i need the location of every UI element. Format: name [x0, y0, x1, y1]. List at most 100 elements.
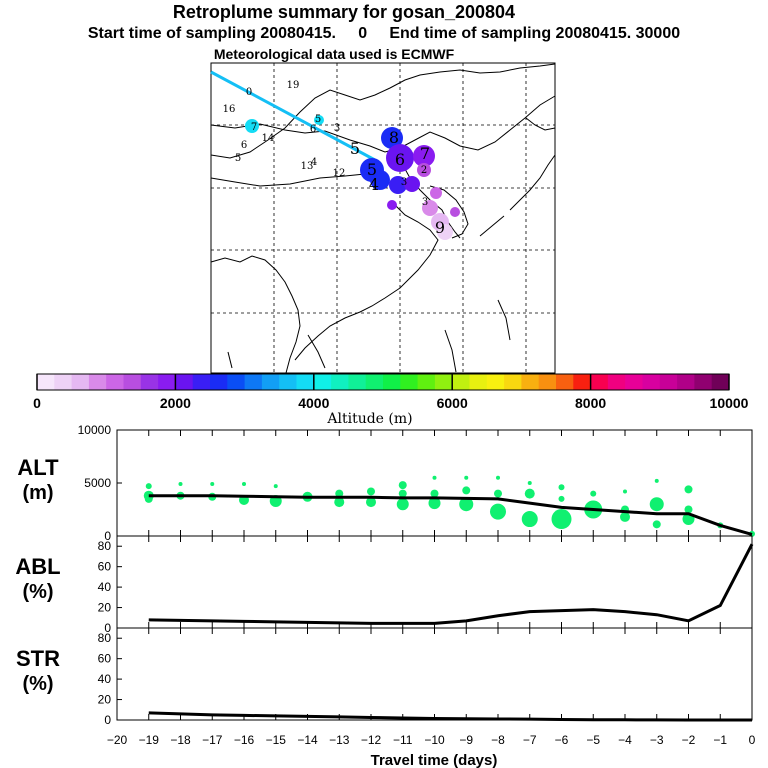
colorbar-swatch [71, 374, 90, 390]
colorbar-swatch [261, 374, 280, 390]
chart-title: Retroplume summary for gosan_200804 [172, 2, 516, 22]
plume-day-label: 7 [420, 144, 430, 163]
y-tick-label: 20 [98, 693, 112, 707]
plume-marker [413, 145, 435, 167]
colorbar-swatch [504, 374, 522, 390]
altitude-point [464, 475, 469, 480]
plume-day-label: 6 [395, 150, 405, 169]
timeseries-panels: 0500010000ALT(m)020406080ABL(%)020406080… [15, 423, 755, 747]
x-tick-label: −3 [650, 733, 664, 747]
plume-day-label: 13 [301, 161, 314, 172]
altitude-point [558, 484, 565, 491]
x-tick-label: −9 [459, 733, 473, 747]
plume-marker [370, 170, 390, 190]
x-tick-label: −19 [139, 733, 160, 747]
altitude-point [558, 495, 565, 502]
colorbar-swatch [227, 374, 246, 390]
y-axis-label: STR [16, 646, 60, 671]
altitude-point [367, 487, 375, 496]
plume-marker [381, 127, 403, 149]
x-tick-label: −7 [523, 733, 537, 747]
colorbar-swatch [313, 374, 332, 390]
altitude-point [398, 481, 407, 490]
altitude-point [590, 490, 597, 497]
plume-marker [389, 176, 407, 194]
colorbar-tick-label: 8000 [575, 395, 606, 411]
x-tick-label: −2 [682, 733, 696, 747]
plume-marker [404, 176, 420, 192]
x-tick-label: −18 [170, 733, 191, 747]
colorbar-tick-label: 4000 [298, 395, 329, 411]
altitude-point [335, 489, 344, 498]
plume-marker [417, 163, 431, 177]
plume-day-label: 9 [435, 218, 445, 237]
colorbar-tick-label: 10000 [710, 395, 749, 411]
altitude-point [145, 483, 152, 490]
altitude-point [684, 485, 693, 494]
plume-day-label: 0 [246, 87, 252, 98]
series-line-str [148, 711, 752, 722]
colorbar-swatch [642, 374, 661, 390]
colorbar-swatch [175, 374, 194, 390]
colorbar-label: Altitude (m) [326, 411, 412, 427]
plume-markers [245, 115, 460, 240]
plume-day-label: 7 [251, 122, 257, 133]
colorbar-swatch [694, 374, 713, 390]
plume-day-label: 4 [369, 175, 379, 194]
colorbar-swatch [538, 374, 557, 390]
colorbar-swatch [88, 374, 107, 390]
colorbar-swatch [210, 374, 228, 390]
colorbar-swatch [659, 374, 678, 390]
y-axis-label: ALT [17, 455, 59, 480]
y-axis-label: (%) [22, 581, 53, 603]
x-tick-label: −15 [266, 733, 287, 747]
x-tick-label: −16 [234, 733, 255, 747]
altitude-point [366, 497, 376, 508]
altitude-point [620, 511, 630, 522]
colorbar-swatch [140, 374, 159, 390]
colorbar-swatch [279, 374, 297, 390]
plume-day-label: 5 [315, 114, 321, 125]
colorbar-tick-label: 2000 [160, 395, 191, 411]
colorbar-tick-label: 0 [33, 395, 41, 411]
plume-day-label: 16 [223, 104, 236, 115]
colorbar-swatch [711, 374, 730, 390]
colorbar-swatch [244, 374, 263, 390]
colorbar-swatch [37, 374, 55, 390]
y-tick-label: 0 [104, 621, 111, 635]
plume-marker [422, 200, 438, 216]
altitude-point [242, 482, 246, 487]
plume-day-label: 12 [333, 168, 346, 179]
altitude-point [521, 511, 538, 528]
altitude-point [496, 475, 500, 480]
altitude-point [432, 475, 437, 480]
colorbar-swatch [452, 374, 470, 390]
colorbar-swatch [607, 374, 626, 390]
altitude-colorbar: 0 2000 4000 6000 8000 10000 [33, 373, 749, 411]
colorbar-swatch [365, 374, 384, 390]
plume-day-label: 14 [262, 133, 275, 144]
series-line-alt [148, 494, 753, 536]
altitude-point [430, 489, 439, 498]
plume-day-label: 3 [401, 177, 407, 188]
altitude-point [654, 478, 659, 483]
altitude-point [551, 509, 572, 530]
altitude-point [459, 497, 474, 512]
met-data-line: Meteorological data used is ECMWF [213, 46, 455, 62]
x-tick-label: −13 [329, 733, 350, 747]
altitude-point [210, 482, 215, 487]
y-tick-label: 5000 [84, 476, 111, 490]
x-tick-label: −6 [555, 733, 569, 747]
panel-frame [116, 627, 753, 721]
plume-day-label: 5 [350, 139, 360, 158]
colorbar-swatch [331, 374, 349, 390]
colorbar-swatch [556, 374, 574, 390]
x-tick-label: −20 [107, 733, 128, 747]
colorbar-swatch [296, 374, 315, 390]
plume-marker [437, 224, 453, 240]
plume-day-label: 2 [421, 165, 427, 176]
colorbar-swatch [590, 374, 609, 390]
